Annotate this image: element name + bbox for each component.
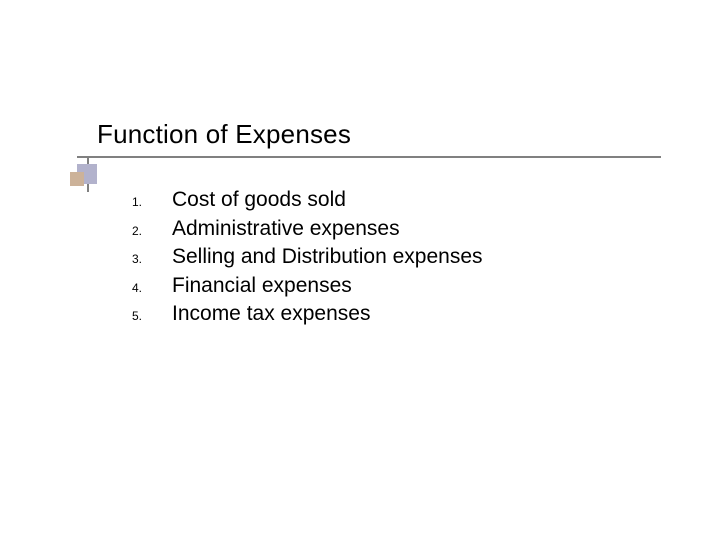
numbered-list: 1. Cost of goods sold 2. Administrative …	[132, 188, 483, 331]
accent-square-inner	[70, 172, 84, 186]
list-number: 2.	[132, 218, 172, 238]
list-item: 1. Cost of goods sold	[132, 188, 483, 212]
list-text: Cost of goods sold	[172, 188, 346, 212]
slide: Function of Expenses 1. Cost of goods so…	[0, 0, 720, 540]
list-item: 2. Administrative expenses	[132, 217, 483, 241]
slide-title: Function of Expenses	[97, 119, 351, 149]
list-text: Financial expenses	[172, 274, 352, 298]
list-item: 5. Income tax expenses	[132, 302, 483, 326]
list-number: 5.	[132, 303, 172, 323]
list-item: 3. Selling and Distribution expenses	[132, 245, 483, 269]
list-number: 3.	[132, 246, 172, 266]
list-text: Selling and Distribution expenses	[172, 245, 483, 269]
list-item: 4. Financial expenses	[132, 274, 483, 298]
list-text: Income tax expenses	[172, 302, 370, 326]
list-number: 1.	[132, 189, 172, 209]
title-block: Function of Expenses	[97, 119, 351, 150]
title-underline	[77, 156, 661, 158]
list-text: Administrative expenses	[172, 217, 400, 241]
list-number: 4.	[132, 275, 172, 295]
